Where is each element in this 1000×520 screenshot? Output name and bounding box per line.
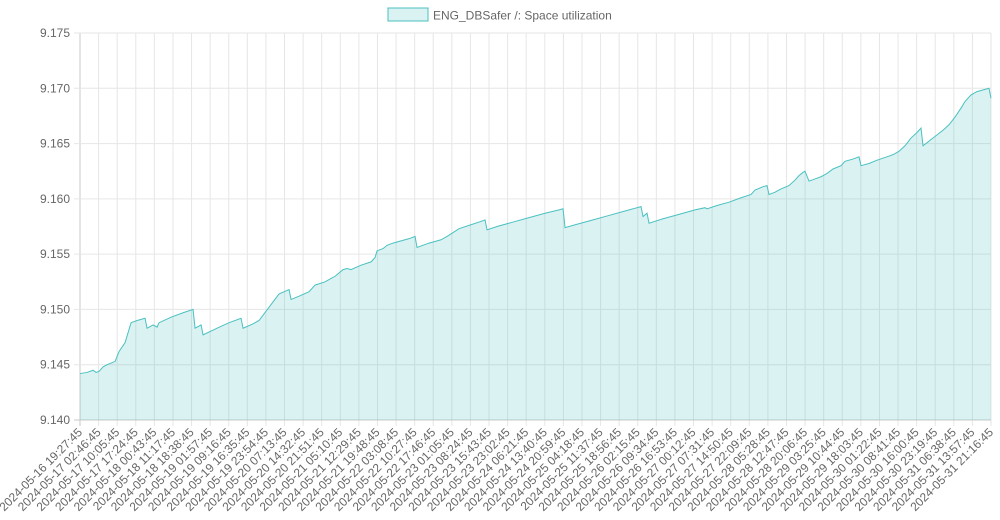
- legend-swatch[interactable]: [387, 7, 429, 22]
- y-tick-label: 9.175: [40, 26, 70, 40]
- series-area-fill: [80, 88, 991, 420]
- y-axis-ticks: 9.175 9.170 9.165 9.160 9.155 9.150 9.145 9.140: [40, 26, 70, 427]
- y-tick-label: 9.150: [40, 302, 70, 316]
- y-tick-label: 9.140: [40, 413, 70, 427]
- legend[interactable]: ENG_DBSafer /: Space utilization: [387, 7, 612, 23]
- y-tick-label: 9.165: [40, 137, 70, 151]
- y-tick-label: 9.160: [40, 192, 70, 206]
- horizontal-gridlines: [74, 32, 991, 421]
- legend-label[interactable]: ENG_DBSafer /: Space utilization: [433, 9, 612, 23]
- series-line[interactable]: [79, 87, 992, 375]
- y-tick-label: 9.155: [40, 247, 70, 261]
- vertical-gridlines: [79, 33, 992, 426]
- y-tick-label: 9.145: [40, 358, 70, 372]
- y-tick-label: 9.170: [40, 81, 70, 95]
